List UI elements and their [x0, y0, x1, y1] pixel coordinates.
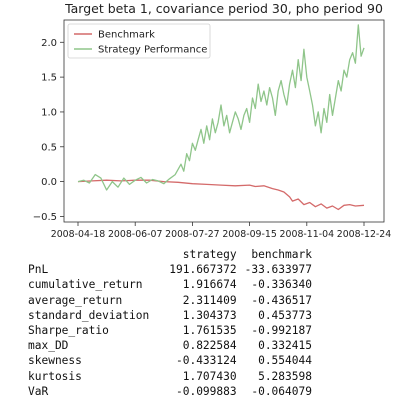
legend-box — [67, 23, 211, 59]
row-label: kurtosis — [28, 369, 82, 383]
row-label: max_DD — [28, 339, 69, 353]
y-tick-label: 2.0 — [41, 38, 57, 49]
stats-row: PnL 191.667372 -33.633977 — [28, 262, 312, 277]
x-tick-label: 2008-04-18 — [51, 229, 106, 240]
benchmark-value: -0.064079 — [251, 384, 312, 398]
chart-title: Target beta 1, covariance period 30, pho… — [64, 1, 383, 16]
axes-frame — [63, 19, 385, 223]
strategy-value: -0.433124 — [175, 354, 237, 368]
y-tick-label: 0.0 — [41, 177, 57, 188]
row-label: skewness — [28, 354, 82, 368]
series-line-strategy — [77, 24, 365, 191]
row-label: PnL — [28, 263, 49, 277]
legend-label: Benchmark — [98, 30, 155, 41]
stats-row: standard_deviation 1.304373 0.453773 — [28, 308, 312, 323]
benchmark-value: -0.436517 — [251, 293, 312, 307]
benchmark-value: 0.332415 — [258, 339, 312, 353]
stats-row: cumulative_return 1.916674 -0.336340 — [28, 277, 312, 292]
x-tick-label: 2008-11-04 — [280, 229, 335, 240]
stats-corner — [28, 247, 161, 262]
row-label: cumulative_return — [28, 278, 143, 292]
stats-row: kurtosis 1.707430 5.283598 — [28, 369, 312, 384]
performance-chart: Target beta 1, covariance period 30, pho… — [33, 1, 392, 240]
stats-table: strategy benchmark PnL 191.667372 -33.6339… — [28, 247, 312, 399]
y-tick-label: 1.0 — [41, 107, 57, 118]
strategy-value: 191.667372 — [169, 263, 237, 277]
x-tick-label: 2008-09-15 — [222, 229, 277, 240]
legend-label: Strategy Performance — [98, 45, 207, 56]
x-tick-label: 2008-07-27 — [165, 229, 220, 240]
y-tick-label: −0.5 — [33, 212, 57, 223]
benchmark-value: -0.992187 — [251, 324, 312, 338]
row-label: average_return — [28, 293, 123, 307]
row-label: Sharpe_ratio — [28, 324, 109, 338]
x-tick-label: 2008-12-24 — [337, 229, 392, 240]
strategy-value: -0.099883 — [175, 384, 237, 398]
benchmark-value: -33.633977 — [244, 263, 312, 277]
stats-row: Sharpe_ratio 1.761535 -0.992187 — [28, 323, 312, 338]
series-line-benchmark — [77, 179, 365, 211]
stats-row: average_return 2.311409 -0.436517 — [28, 293, 312, 308]
x-tick-label: 2008-06-07 — [108, 229, 163, 240]
strategy-value: 2.311409 — [182, 293, 237, 307]
strategy-value: 1.761535 — [182, 324, 237, 338]
row-label: standard_deviation — [28, 308, 150, 322]
stats-row: skewness -0.433124 0.554044 — [28, 353, 312, 368]
strategy-value: 0.822584 — [182, 339, 237, 353]
strategy-value: 1.304373 — [182, 308, 237, 322]
benchmark-value: 0.453773 — [258, 308, 312, 322]
strategy-value: 1.707430 — [182, 369, 237, 383]
y-tick-label: 1.5 — [41, 73, 57, 84]
y-tick-label: 0.5 — [41, 142, 57, 153]
stats-row: VaR -0.099883 -0.064079 — [28, 384, 312, 399]
row-label: VaR — [28, 384, 49, 398]
strategy-value: 1.916674 — [182, 278, 237, 292]
benchmark-value: 0.554044 — [258, 354, 312, 368]
stats-row: max_DD 0.822584 0.332415 — [28, 338, 312, 353]
benchmark-value: -0.336340 — [251, 278, 312, 292]
stats-header-row: strategy benchmark — [28, 247, 312, 262]
header-strategy: strategy — [182, 248, 237, 261]
header-benchmark: benchmark — [251, 248, 312, 261]
benchmark-value: 5.283598 — [258, 369, 312, 383]
